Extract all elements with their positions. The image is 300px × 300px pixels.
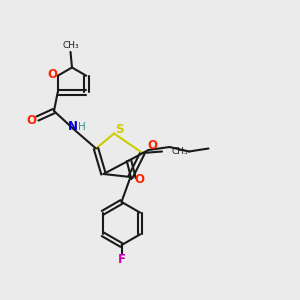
Text: N: N bbox=[68, 120, 78, 134]
Text: H: H bbox=[78, 122, 86, 132]
Text: O: O bbox=[47, 68, 57, 81]
Text: CH₃: CH₃ bbox=[172, 147, 188, 156]
Text: O: O bbox=[147, 139, 157, 152]
Text: F: F bbox=[118, 253, 125, 266]
Text: O: O bbox=[134, 173, 144, 187]
Text: S: S bbox=[115, 123, 124, 136]
Text: O: O bbox=[26, 113, 37, 127]
Text: CH₃: CH₃ bbox=[62, 40, 79, 50]
